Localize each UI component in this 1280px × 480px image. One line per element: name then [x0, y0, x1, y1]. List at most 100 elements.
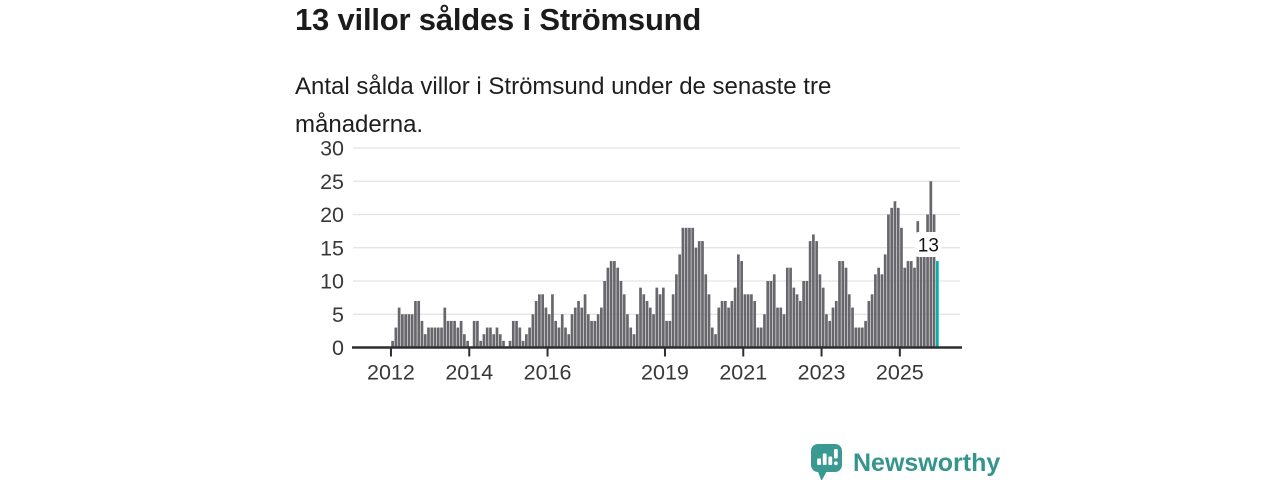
- bar: [720, 300, 724, 348]
- bar: [841, 261, 845, 348]
- bar: [547, 314, 551, 348]
- bar: [495, 327, 499, 348]
- bar: [903, 267, 907, 348]
- bar: [802, 281, 805, 348]
- bar: [782, 314, 786, 348]
- bar: [714, 334, 717, 348]
- bar: [759, 327, 763, 348]
- bar: [528, 327, 531, 348]
- bar: [622, 294, 626, 348]
- bar: [573, 307, 577, 348]
- x-axis-tick-label: 2016: [524, 361, 572, 385]
- bar: [544, 307, 548, 348]
- bar: [834, 300, 838, 348]
- bar: [769, 281, 773, 348]
- bar: [489, 327, 492, 348]
- bar: [887, 214, 890, 348]
- bar: [926, 214, 929, 348]
- bar: [436, 327, 440, 348]
- bar: [492, 334, 496, 348]
- bar: [642, 294, 646, 348]
- x-axis-tick-label: 2014: [445, 361, 493, 385]
- bar: [394, 327, 398, 348]
- bar: [407, 314, 411, 348]
- y-axis-tick-label: 5: [332, 303, 344, 327]
- bar: [896, 207, 900, 348]
- bar: [632, 334, 636, 348]
- bar: [916, 221, 920, 348]
- bar: [932, 214, 936, 348]
- bar: [554, 320, 558, 348]
- bar: [401, 314, 404, 348]
- bar: [691, 227, 695, 348]
- newsworthy-bubble-chart-icon: [811, 444, 842, 480]
- bar: [476, 320, 479, 348]
- bar: [397, 307, 401, 348]
- bar: [430, 327, 434, 348]
- bar: [658, 294, 662, 348]
- bar: [815, 241, 819, 348]
- bar: [603, 281, 606, 348]
- bar: [883, 254, 887, 348]
- bar: [619, 281, 623, 348]
- bar: [596, 314, 600, 348]
- bar: [404, 314, 407, 348]
- bar: [874, 274, 877, 348]
- bar: [870, 294, 874, 348]
- bar: [629, 327, 633, 348]
- bar: [668, 320, 672, 348]
- bar: [498, 334, 502, 348]
- bar: [746, 294, 750, 348]
- bar: [648, 307, 652, 348]
- bar: [743, 294, 747, 348]
- bar: [688, 227, 691, 348]
- bar: [524, 334, 528, 348]
- bar: [838, 261, 841, 348]
- bar: [828, 320, 832, 348]
- bar: [675, 274, 678, 348]
- bar: [586, 314, 590, 348]
- bar: [913, 267, 916, 348]
- bar: [652, 314, 655, 348]
- y-axis-tick-label: 0: [332, 336, 344, 360]
- y-axis-tick-label: 30: [320, 137, 344, 161]
- bar: [890, 207, 894, 348]
- bar: [766, 281, 770, 348]
- bar: [570, 314, 574, 348]
- newsworthy-logo: Newsworthy: [810, 443, 1000, 480]
- bar: [900, 227, 903, 348]
- bar: [538, 294, 541, 348]
- bar: [502, 340, 505, 348]
- bar: [851, 307, 854, 348]
- bar: [772, 274, 776, 348]
- bar: [423, 334, 427, 348]
- bar: [590, 320, 593, 348]
- chart-subtitle: Antal sålda villor i Strömsund under de …: [295, 73, 832, 138]
- bar: [795, 294, 799, 348]
- bar: [750, 294, 753, 348]
- bar: [433, 327, 437, 348]
- chart-title: 13 villor såldes i Strömsund: [295, 2, 702, 37]
- bar: [456, 327, 460, 348]
- x-axis-tick-label: 2025: [876, 361, 924, 385]
- bar: [577, 300, 580, 348]
- bar: [551, 294, 554, 348]
- bar: [727, 307, 730, 348]
- x-axis-tick-label: 2021: [719, 361, 767, 385]
- bar: [704, 274, 708, 348]
- bar: [534, 300, 538, 348]
- bar: [763, 314, 766, 348]
- bar: [847, 294, 851, 348]
- x-axis-tick-label: 2019: [641, 361, 689, 385]
- bar: [508, 340, 512, 348]
- bar: [511, 320, 515, 348]
- bar: [417, 300, 421, 348]
- bar: [671, 294, 675, 348]
- bar: [541, 294, 545, 348]
- bar: [792, 287, 796, 348]
- x-axis-tick-label: 2023: [798, 361, 846, 385]
- bar: [485, 327, 489, 348]
- newsworthy-wordmark: Newsworthy: [853, 448, 1001, 477]
